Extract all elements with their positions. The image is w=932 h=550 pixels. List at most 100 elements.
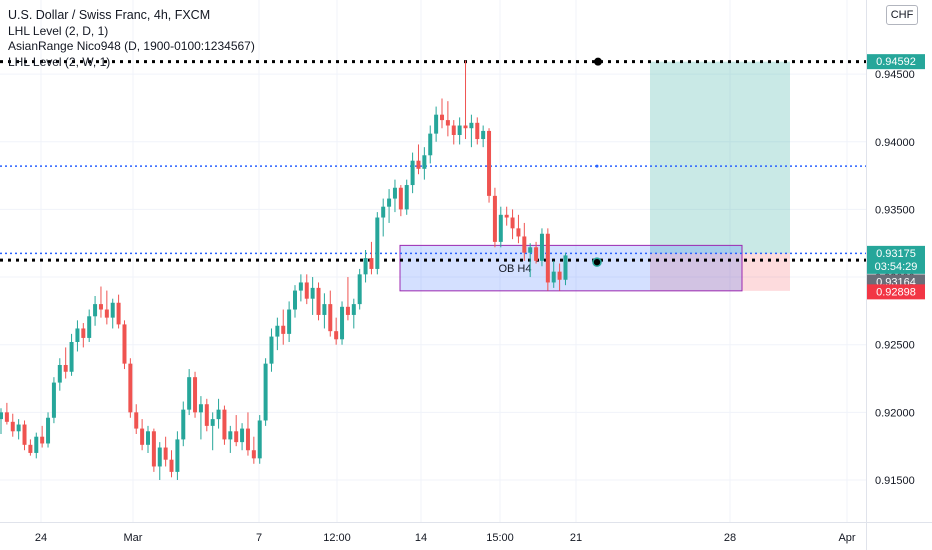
candle-body [504,214,509,218]
candle-body [151,431,156,467]
y-tick-label: 0.94500 [875,69,915,81]
indicator-lhl-weekly[interactable]: LHL Level (2, W, 1) [8,54,111,69]
candle-body [534,247,539,261]
indicator-asian-range[interactable]: AsianRange Nico948 (D, 1900-0100:1234567… [8,39,255,53]
position-target-zone [650,61,790,254]
candle-body [34,436,39,453]
candle-body [469,122,474,129]
candle-body [46,417,51,444]
candle-body [122,324,127,364]
candle-body [381,206,386,218]
candle-body [522,236,527,253]
level-lines-layer [0,57,866,267]
candle-body [563,255,568,280]
candle-body [69,341,74,372]
candle-body [169,459,174,472]
candle-body [328,304,333,332]
candle-body [198,404,203,413]
candle-body [410,160,415,186]
candle-body [551,271,556,283]
candle-body [404,185,409,210]
candle-body [445,120,450,126]
x-tick-label: 7 [256,532,262,544]
x-tick-label: 14 [415,532,427,544]
candle-body [98,304,103,310]
candle-body [304,282,309,299]
candle-body [128,363,133,413]
symbol-title[interactable]: U.S. Dollar / Swiss Franc, 4h, FXCM [8,8,211,22]
y-tick-label: 0.92500 [875,340,915,352]
level-anchor-dot [592,257,602,267]
candle-body [510,217,515,229]
candle-body [22,424,27,445]
candle-body [228,431,233,440]
candle-body [234,431,239,443]
candle-body [298,282,303,291]
candle-body [416,160,421,169]
candle-body [28,444,33,453]
candle-body [457,125,462,135]
candle-body [187,377,192,410]
price-label-box [867,54,925,70]
candle-body [104,309,109,318]
currency-button[interactable]: CHF [886,5,918,25]
x-tick-label: 21 [570,532,582,544]
candle-body [51,382,56,418]
candle-body [434,114,439,134]
candle-body [516,228,521,237]
candle-body [440,114,444,121]
candle-body [351,304,356,315]
indicator-lhl-daily[interactable]: LHL Level (2, D, 1) [8,23,109,38]
candle-body [375,217,380,269]
level-anchor-dot [594,57,602,66]
candle-body [181,409,186,440]
candle-body [428,133,433,156]
candle-body [81,328,86,338]
candle-body [481,130,486,140]
candle-body [392,187,397,199]
candle-body [157,447,162,467]
candle-body [528,247,533,253]
candle-body [387,198,392,207]
candle-body [451,125,456,135]
candle-body [316,287,321,315]
price-label-text: 0.94592 [876,56,916,68]
candle-body [492,195,497,242]
candle-body [116,302,121,325]
candle-body [16,424,21,432]
candle-body [263,363,268,421]
countdown-label-text: 03:54:29 [875,261,918,273]
candle-body [63,364,68,372]
candle-body [363,258,368,275]
candle-body [193,377,198,413]
candle-body [75,328,80,342]
candle-body [257,420,262,459]
candle-body [340,306,345,340]
candle-body [281,325,286,334]
candle-body [398,187,403,210]
candle-body [293,290,297,310]
x-tick-label: 12:00 [323,532,351,544]
candle-body [463,125,468,129]
candle-body [93,304,98,317]
y-tick-label: 0.92000 [875,407,915,419]
x-tick-label: 15:00 [486,532,514,544]
candle-body [310,287,315,299]
candle-body [210,419,215,426]
candle-body [134,412,139,429]
candle-body [251,450,256,459]
candles-layer [0,60,568,480]
candle-body [334,331,339,340]
y-tick-label: 0.91500 [875,475,915,487]
candle-body [4,412,9,422]
chart-legend: U.S. Dollar / Swiss Franc, 4h, FXCM LHL … [8,8,255,70]
candle-body [245,428,250,451]
candle-body [110,302,115,318]
candle-body [146,431,150,445]
price-label-box [867,284,925,300]
candle-body [216,409,221,420]
x-tick-label: Apr [838,532,855,544]
x-tick-label: 24 [35,532,47,544]
order-block-label: OB H4 [498,263,531,275]
